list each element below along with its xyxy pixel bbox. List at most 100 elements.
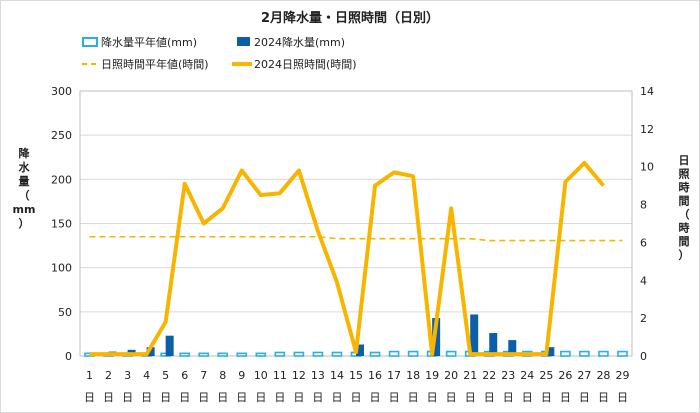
left-tick-label: 100 (51, 262, 72, 275)
x-tick-suffix: 日 (331, 391, 342, 404)
precip-normal-bar (312, 351, 324, 357)
gridlines (80, 134, 632, 313)
x-tick-label: 8 (219, 369, 226, 382)
x-tick-label: 18 (406, 369, 420, 382)
left-axis-title: 降水量（mm） (13, 146, 36, 230)
right-axis-title: 日照時間（時間） (679, 154, 690, 262)
x-tick-label: 15 (349, 369, 363, 382)
right-axis-title-char: 日 (679, 154, 690, 167)
right-tick-label: 4 (640, 274, 647, 287)
left-tick-label: 300 (51, 85, 72, 98)
x-tick-label: 2 (105, 369, 112, 382)
x-tick-label: 7 (200, 369, 207, 382)
x-tick-label: 1 (86, 369, 93, 382)
x-tick-label: 10 (254, 369, 268, 382)
x-tick-label: 25 (539, 369, 553, 382)
legend-label-precip-2024: 2024降水量(mm) (254, 35, 345, 49)
right-tick-label: 6 (640, 236, 647, 249)
left-axis-title-char: ） (19, 217, 30, 230)
precip-normal-bar (293, 351, 305, 357)
x-tick-label: 24 (520, 369, 534, 382)
x-tick-suffix: 日 (389, 391, 400, 404)
x-tick-suffix: 日 (293, 391, 304, 404)
x-tick-label: 17 (387, 369, 401, 382)
x-tick-suffix: 日 (598, 391, 609, 404)
sunshine-2024-line (89, 160, 605, 357)
left-axis-title-char: 水 (19, 160, 31, 174)
x-tick-suffix: 日 (541, 391, 552, 404)
x-tick-suffix: 日 (427, 391, 438, 404)
x-tick-label: 11 (273, 369, 287, 382)
right-tick-label: 12 (640, 123, 654, 136)
legend-label-precip-normal: 降水量平年値(mm) (101, 35, 197, 49)
right-axis-title-char: 時 (679, 221, 690, 235)
x-tick-suffix: 日 (312, 391, 323, 404)
legend-swatch-precip-2024 (237, 37, 250, 46)
x-tick-suffix: 日 (122, 391, 133, 404)
right-axis-title-char: 間 (679, 235, 690, 248)
precip-normal-bar (217, 352, 229, 357)
left-axis-title-char: 降 (19, 146, 31, 160)
precip-normal-bar (445, 350, 457, 357)
precip-normal-bar (179, 352, 190, 357)
x-tick-suffix: 日 (103, 391, 114, 404)
legend-label-sun-normal: 日照時間平年値(時間) (101, 57, 209, 71)
left-tick-label: 0 (65, 350, 72, 363)
x-tick-label: 29 (615, 369, 629, 382)
x-tick-suffix: 日 (484, 391, 495, 404)
right-tick-label: 2 (640, 312, 647, 325)
sunshine-2024-series (89, 160, 605, 357)
x-tick-suffix: 日 (198, 391, 209, 404)
precip-2024-bar (356, 344, 364, 356)
precip-normal-bar (407, 350, 419, 357)
x-tick-suffix: 日 (351, 391, 362, 404)
x-tick-suffix: 日 (255, 391, 266, 404)
x-tick-label: 12 (292, 369, 306, 382)
left-tick-label: 200 (51, 173, 72, 186)
x-tick-label: 20 (444, 369, 458, 382)
legend: 降水量平年値(mm) 2024降水量(mm) 日照時間平年値(時間) 2024日… (82, 35, 357, 71)
x-tick-suffix: 日 (217, 391, 228, 404)
x-tick-suffix: 日 (465, 391, 476, 404)
x-tick-label: 28 (596, 369, 610, 382)
right-tick-label: 14 (640, 85, 654, 98)
x-tick-suffix: 日 (408, 391, 419, 404)
left-axis-ticks: 0 50 100 150 200 250 300 (51, 85, 72, 363)
x-tick-suffix: 日 (179, 391, 190, 404)
x-tick-suffix: 日 (236, 391, 247, 404)
x-tick-label: 3 (124, 369, 131, 382)
x-tick-label: 23 (501, 369, 515, 382)
right-tick-label: 8 (640, 199, 647, 212)
precip-2024-bar (489, 333, 498, 356)
right-tick-label: 10 (640, 161, 654, 174)
right-axis-title-char: 時 (679, 180, 690, 194)
sunshine-normal-series (89, 235, 623, 242)
x-tick-label: 27 (577, 369, 591, 382)
left-axis-title-char: （ (19, 189, 30, 202)
x-tick-suffix: 日 (617, 391, 628, 404)
precip-2024-bar (165, 335, 174, 356)
x-tick-suffix: 日 (579, 391, 590, 404)
precip-2024-bar (470, 314, 479, 356)
precip-2024-bars (108, 314, 555, 356)
x-tick-suffix: 日 (370, 391, 381, 404)
x-tick-suffix: 日 (560, 391, 571, 404)
precip-normal-bar (274, 351, 286, 357)
x-tick-suffix: 日 (141, 391, 152, 404)
right-axis-title-char: ） (679, 249, 690, 262)
x-tick-suffix: 日 (160, 391, 171, 404)
precip-normal-bar (388, 350, 400, 357)
precip-normal-bar (579, 350, 590, 357)
precip-normal-bar (236, 352, 248, 357)
precip-normal-bar (331, 351, 343, 357)
right-axis-title-char: 照 (679, 168, 690, 181)
precip-normal-bar (560, 350, 571, 357)
precip-normal-bar (598, 350, 609, 357)
precip-normal-bar (198, 352, 210, 357)
x-tick-suffix: 日 (522, 391, 533, 404)
right-axis-ticks: 0 2 4 6 8 10 12 14 (640, 85, 654, 363)
precip-2024-bar (508, 340, 517, 356)
x-tick-suffix: 日 (503, 391, 514, 404)
left-tick-label: 150 (51, 218, 72, 231)
x-tick-label: 5 (162, 369, 169, 382)
